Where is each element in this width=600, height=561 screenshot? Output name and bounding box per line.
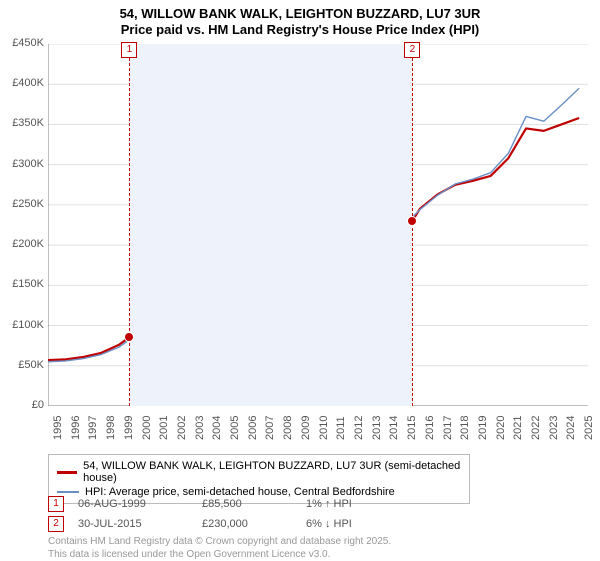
legend-swatch-hpi xyxy=(57,491,79,493)
x-tick-label: 2013 xyxy=(371,416,383,440)
sale-row-1: 1 06-AUG-1999 £85,500 1% ↑ HPI xyxy=(48,496,352,512)
x-tick-label: 2021 xyxy=(512,416,524,440)
sale-price-2: £230,000 xyxy=(202,518,292,530)
sale-diff-2: 6% ↓ HPI xyxy=(306,518,352,530)
x-tick-label: 1999 xyxy=(123,416,135,440)
x-tick-label: 1996 xyxy=(70,416,82,440)
y-tick-label: £100K xyxy=(12,319,44,331)
ownership-shade-band xyxy=(129,44,412,406)
y-tick-label: £200K xyxy=(12,238,44,250)
chart-title-2: Price paid vs. HM Land Registry's House … xyxy=(0,22,600,38)
x-tick-label: 2025 xyxy=(583,416,595,440)
x-tick-label: 2024 xyxy=(565,416,577,440)
footer: Contains HM Land Registry data © Crown c… xyxy=(48,536,391,561)
x-tick-label: 2003 xyxy=(194,416,206,440)
sale-point-2 xyxy=(407,216,417,226)
plot-area: 1 2 xyxy=(48,44,588,406)
sale-marker-line-1 xyxy=(129,58,130,406)
x-tick-label: 2015 xyxy=(406,416,418,440)
x-tick-label: 2007 xyxy=(264,416,276,440)
x-tick-label: 2018 xyxy=(459,416,471,440)
x-tick-label: 2008 xyxy=(282,416,294,440)
legend-swatch-property xyxy=(57,471,77,474)
y-tick-label: £250K xyxy=(12,198,44,210)
legend-label-property: 54, WILLOW BANK WALK, LEIGHTON BUZZARD, … xyxy=(83,460,461,484)
sale-point-1 xyxy=(124,332,134,342)
x-tick-label: 2001 xyxy=(158,416,170,440)
footer-line-2: This data is licensed under the Open Gov… xyxy=(48,549,391,561)
x-tick-label: 2004 xyxy=(211,416,223,440)
x-tick-label: 2022 xyxy=(530,416,542,440)
legend-item-property: 54, WILLOW BANK WALK, LEIGHTON BUZZARD, … xyxy=(57,459,461,485)
x-tick-label: 2020 xyxy=(495,416,507,440)
sale-price-1: £85,500 xyxy=(202,498,292,510)
y-tick-label: £50K xyxy=(18,359,44,371)
x-tick-label: 2009 xyxy=(300,416,312,440)
y-tick-label: £0 xyxy=(32,399,44,411)
sale-row-marker-1: 1 xyxy=(48,496,64,512)
sale-date-2: 30-JUL-2015 xyxy=(78,518,188,530)
x-tick-label: 2006 xyxy=(247,416,259,440)
x-tick-label: 2002 xyxy=(176,416,188,440)
sale-row-2: 2 30-JUL-2015 £230,000 6% ↓ HPI xyxy=(48,516,352,532)
y-tick-label: £450K xyxy=(12,37,44,49)
x-tick-label: 1995 xyxy=(52,416,64,440)
title-area: 54, WILLOW BANK WALK, LEIGHTON BUZZARD, … xyxy=(0,0,600,39)
sale-marker-box-1: 1 xyxy=(121,42,137,58)
footer-line-1: Contains HM Land Registry data © Crown c… xyxy=(48,536,391,549)
x-tick-label: 2005 xyxy=(229,416,241,440)
x-tick-label: 2017 xyxy=(442,416,454,440)
sale-marker-box-2: 2 xyxy=(404,42,420,58)
x-tick-label: 1998 xyxy=(105,416,117,440)
x-tick-label: 2011 xyxy=(335,416,347,440)
x-tick-label: 2016 xyxy=(424,416,436,440)
sale-row-marker-2: 2 xyxy=(48,516,64,532)
x-tick-label: 2023 xyxy=(548,416,560,440)
x-tick-label: 2019 xyxy=(477,416,489,440)
y-tick-label: £400K xyxy=(12,77,44,89)
y-tick-label: £150K xyxy=(12,278,44,290)
chart-container: 54, WILLOW BANK WALK, LEIGHTON BUZZARD, … xyxy=(0,0,600,560)
sale-marker-line-2 xyxy=(412,58,413,406)
x-tick-label: 2014 xyxy=(388,416,400,440)
x-tick-label: 2000 xyxy=(141,416,153,440)
sale-diff-1: 1% ↑ HPI xyxy=(306,498,352,510)
sale-date-1: 06-AUG-1999 xyxy=(78,498,188,510)
y-tick-label: £350K xyxy=(12,117,44,129)
x-tick-label: 1997 xyxy=(87,416,99,440)
y-tick-label: £300K xyxy=(12,158,44,170)
x-tick-label: 2010 xyxy=(318,416,330,440)
x-tick-label: 2012 xyxy=(353,416,365,440)
chart-title-1: 54, WILLOW BANK WALK, LEIGHTON BUZZARD, … xyxy=(0,6,600,22)
